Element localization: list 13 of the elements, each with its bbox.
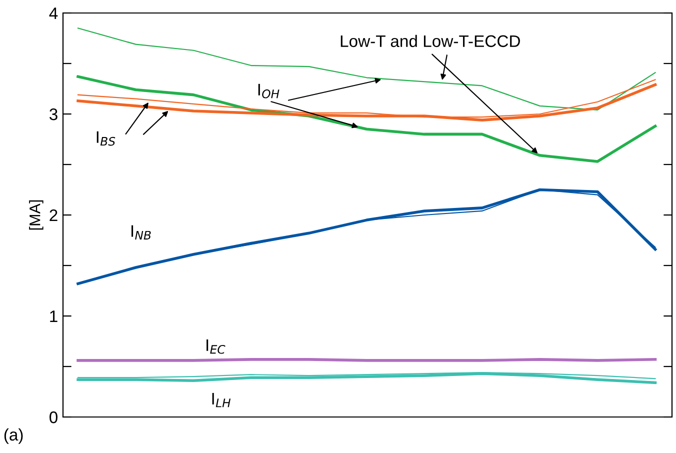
annotation: I$_{NB}$ [132, 225, 151, 240]
y-tick-label: 2 [50, 209, 58, 222]
annotation: I$_{BS}$ [96, 131, 116, 146]
y-tick-label: 1 [50, 310, 58, 322]
y-tick-label: 3 [50, 108, 58, 120]
annotation: I$_{LH}$ [212, 392, 231, 408]
y-tick-label: 0 [50, 411, 58, 424]
annotation: I$_{OH}$ [258, 84, 280, 98]
y-tick-label: 4 [49, 8, 58, 20]
annotation: I$_{EC}$ [206, 339, 226, 354]
annotation: Low-T and Low-T-ECCD [340, 34, 520, 48]
text: (a) [4, 428, 23, 444]
y-axis-title: [MA] [29, 200, 44, 230]
